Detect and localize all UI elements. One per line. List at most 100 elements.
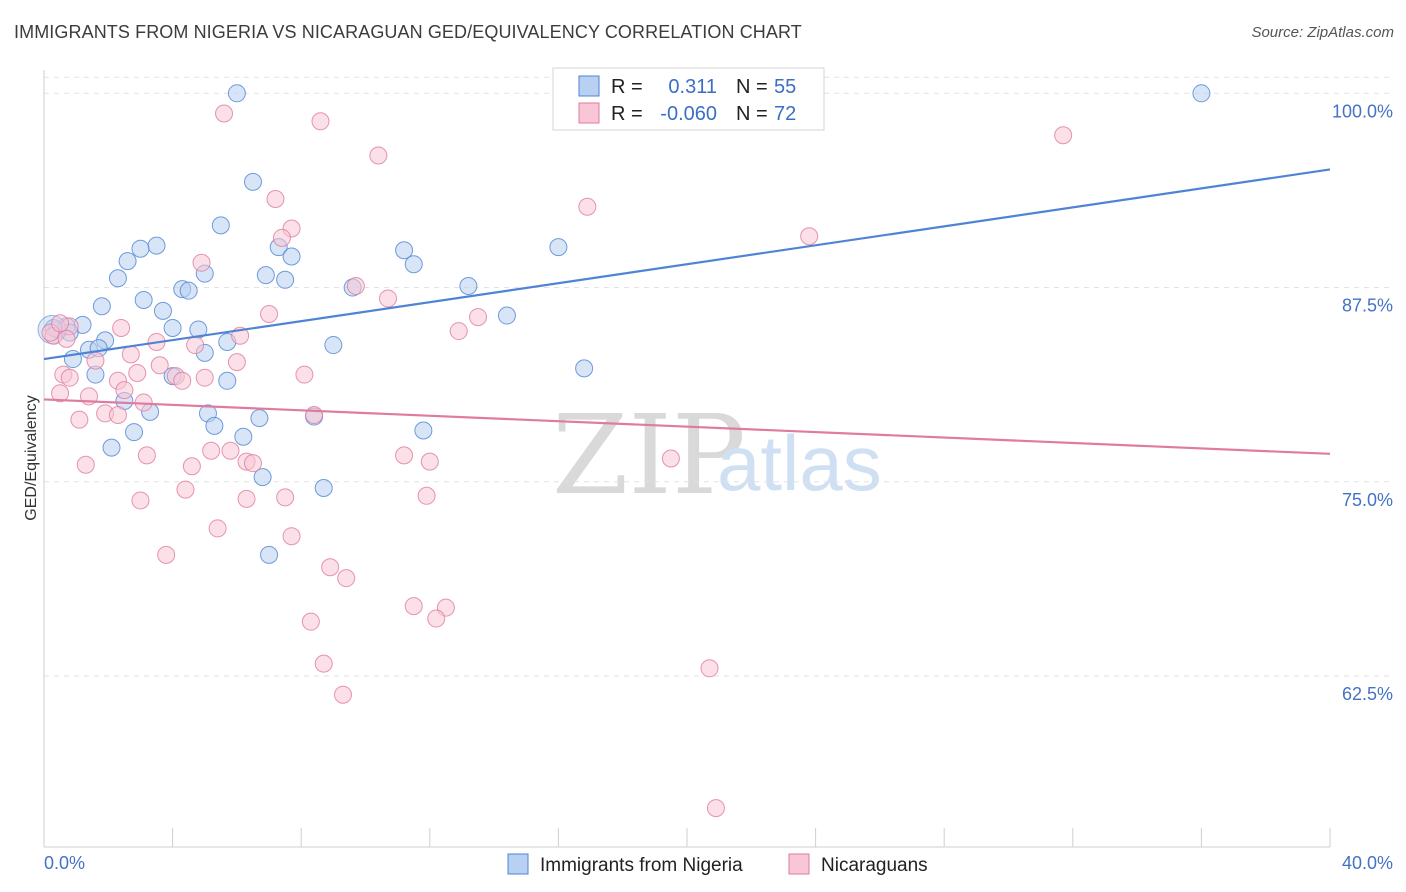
data-point xyxy=(282,527,301,546)
data-point xyxy=(234,427,253,446)
data-point xyxy=(575,359,594,378)
data-point xyxy=(227,353,246,372)
x-tick-label-min: 0.0% xyxy=(44,853,85,873)
legend-n-label-nicaraguans: N = xyxy=(736,103,768,125)
trend-lines xyxy=(43,168,1331,455)
data-point xyxy=(182,457,201,476)
data-point xyxy=(414,421,433,440)
data-point xyxy=(121,345,140,364)
legend-n-value-nigeria: 55 xyxy=(774,76,796,98)
legend-swatch-nicaraguans xyxy=(578,102,600,124)
data-point xyxy=(1192,84,1211,103)
y-axis-tick-labels: 62.5% 75.0% 87.5% 100.0% xyxy=(1332,101,1393,704)
source-credit: Source: ZipAtlas.com xyxy=(1251,24,1394,41)
data-point xyxy=(227,84,246,103)
data-point xyxy=(250,409,269,428)
data-point xyxy=(243,454,262,473)
data-point xyxy=(324,336,343,355)
data-point xyxy=(800,227,819,246)
legend-r-label-nigeria: R = xyxy=(611,76,643,98)
data-point xyxy=(578,197,597,216)
data-point xyxy=(118,252,137,271)
y-tick-label: 87.5% xyxy=(1342,296,1393,316)
grid-lines xyxy=(44,76,1392,677)
data-point xyxy=(260,304,279,323)
data-point xyxy=(253,468,272,487)
x-axis-ticks xyxy=(43,828,1331,847)
legend-n-label-nigeria: N = xyxy=(736,76,768,98)
data-point xyxy=(202,441,221,460)
data-point xyxy=(92,297,111,316)
data-point xyxy=(86,351,105,370)
data-point xyxy=(1054,126,1073,145)
data-point xyxy=(305,405,324,424)
data-point xyxy=(137,446,156,465)
data-point xyxy=(153,301,172,320)
data-point xyxy=(108,269,127,288)
data-point xyxy=(700,659,719,678)
data-point xyxy=(218,371,237,390)
data-point xyxy=(70,410,89,429)
data-point xyxy=(147,236,166,255)
data-point xyxy=(333,685,352,704)
data-point xyxy=(150,356,169,375)
data-point xyxy=(549,238,568,257)
bottom-legend-label-nicaraguans: Nicaraguans xyxy=(821,855,928,876)
bottom-legend-swatch-nicaraguans xyxy=(788,853,810,875)
data-point xyxy=(131,239,150,258)
data-point xyxy=(395,241,414,260)
data-point xyxy=(295,365,314,384)
data-point xyxy=(266,189,285,208)
data-point xyxy=(163,318,182,337)
data-point xyxy=(173,371,192,390)
legend-n-value-nicaraguans: 72 xyxy=(774,103,796,125)
watermark-zip: ZIP xyxy=(552,391,746,519)
data-point xyxy=(134,290,153,309)
data-point xyxy=(260,545,279,564)
data-point xyxy=(395,446,414,465)
y-tick-label: 62.5% xyxy=(1342,684,1393,704)
data-point xyxy=(404,597,423,616)
trend-line xyxy=(43,168,1331,361)
data-point xyxy=(186,336,205,355)
data-point xyxy=(427,609,446,628)
data-point xyxy=(706,799,725,818)
data-point xyxy=(321,558,340,577)
data-point xyxy=(282,247,301,266)
y-axis-label: GED/Equivalency xyxy=(23,395,40,520)
data-point xyxy=(314,479,333,498)
data-point xyxy=(215,104,234,123)
data-point xyxy=(108,405,127,424)
data-point xyxy=(179,281,198,300)
data-point xyxy=(102,438,121,457)
data-point xyxy=(176,480,195,499)
data-point xyxy=(125,423,144,442)
data-point xyxy=(276,270,295,289)
legend-r-value-nigeria: 0.311 xyxy=(668,76,717,98)
y-tick-label: 100.0% xyxy=(1332,101,1393,121)
data-point xyxy=(661,449,680,468)
data-point xyxy=(221,441,240,460)
watermark: ZIP atlas xyxy=(552,391,882,519)
data-point xyxy=(417,486,436,505)
bottom-legend-swatch-nigeria xyxy=(507,853,529,875)
data-point xyxy=(115,381,134,400)
correlation-legend: R = 0.311 N = 55 R = -0.060 N = 72 xyxy=(552,67,825,131)
data-point xyxy=(459,277,478,296)
data-point xyxy=(208,519,227,538)
data-point xyxy=(337,569,356,588)
data-point xyxy=(76,455,95,474)
series-legend: Immigrants from Nigeria Nicaraguans xyxy=(507,853,928,876)
x-tick-label-max: 40.0% xyxy=(1342,853,1393,873)
data-point xyxy=(112,318,131,337)
data-point xyxy=(157,545,176,564)
data-point xyxy=(211,216,230,235)
data-point xyxy=(205,416,224,435)
data-point xyxy=(311,112,330,131)
data-point xyxy=(346,277,365,296)
data-point xyxy=(237,489,256,508)
data-point xyxy=(404,255,423,274)
series-nicaraguans-points xyxy=(41,104,1073,818)
chart-title: IMMIGRANTS FROM NIGERIA VS NICARAGUAN GE… xyxy=(14,22,802,42)
data-point xyxy=(420,452,439,471)
